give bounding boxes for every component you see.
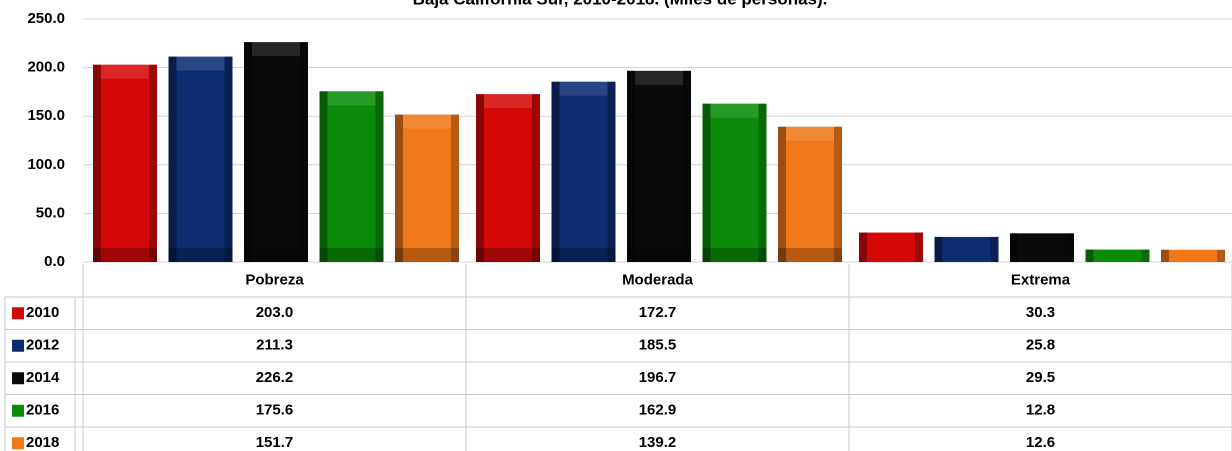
- legend-swatch: [12, 372, 24, 385]
- legend-swatch: [12, 437, 24, 450]
- bar-bevel: [627, 70, 691, 262]
- bar-bevel: [551, 81, 616, 262]
- bar-bevel: [778, 126, 842, 262]
- bar-top-bevel: [484, 94, 532, 109]
- y-tick-label: 100.0: [27, 156, 65, 173]
- table-value: 226.2: [256, 369, 294, 386]
- bar-foot-bevel: [93, 248, 157, 262]
- bar-bevel: [244, 42, 308, 262]
- table-value: 29.5: [1026, 369, 1055, 386]
- bar-bevel: [319, 91, 384, 262]
- table-value: 12.6: [1026, 434, 1055, 451]
- legend-label: 2012: [26, 337, 59, 354]
- x-tick-label: Pobreza: [245, 271, 304, 288]
- bar-bevel: [1010, 233, 1074, 262]
- bar-foot-bevel: [778, 248, 842, 262]
- table-value: 211.3: [256, 337, 293, 354]
- bar-top-bevel: [635, 70, 683, 85]
- y-tick-label: 50.0: [36, 204, 65, 221]
- table-value: 139.2: [639, 434, 677, 451]
- bar-foot-bevel: [476, 248, 540, 262]
- bar-top-bevel: [786, 126, 834, 141]
- y-tick-label: 250.0: [27, 10, 65, 27]
- bar-bevel: [859, 232, 923, 262]
- bar-bevel: [476, 94, 540, 263]
- table-value: 25.8: [1026, 337, 1055, 354]
- legend-label: 2010: [26, 304, 59, 321]
- bar-top-bevel: [101, 64, 149, 79]
- bar-top-bevel: [710, 103, 759, 118]
- y-tick-label: 150.0: [27, 107, 65, 124]
- bar-top-bevel: [252, 42, 300, 57]
- x-tick-label: Moderada: [622, 271, 694, 288]
- table-value: 12.8: [1026, 402, 1055, 419]
- bar-foot-bevel: [702, 248, 767, 262]
- legend-label: 2018: [26, 434, 59, 451]
- y-tick-label: 0.0: [44, 253, 65, 270]
- bar-foot-bevel: [244, 248, 308, 262]
- table-value: 30.3: [1026, 304, 1055, 321]
- bar-foot-bevel: [551, 248, 616, 262]
- bar-bevel: [702, 103, 767, 263]
- bar-top-bevel: [176, 56, 225, 71]
- chart-title: Baja California Sur, 2010-2018. (Miles d…: [413, 0, 828, 8]
- x-tick-label: Extrema: [1011, 271, 1071, 288]
- table-value: 175.6: [256, 402, 294, 419]
- table-value: 196.7: [639, 369, 677, 386]
- legend-swatch: [12, 404, 24, 417]
- y-tick-label: 200.0: [27, 59, 65, 76]
- bar-top-bevel: [559, 81, 608, 96]
- bar-bevel: [395, 114, 459, 262]
- bar-foot-bevel: [627, 248, 691, 262]
- legend-label: 2016: [26, 402, 59, 419]
- bar-top-bevel: [327, 91, 376, 106]
- bar-foot-bevel: [168, 248, 233, 262]
- table-value: 162.9: [639, 402, 677, 419]
- table-value: 185.5: [639, 337, 677, 354]
- bar-top-bevel: [403, 114, 451, 129]
- bar-foot-bevel: [395, 248, 459, 262]
- bar-foot-bevel: [319, 248, 384, 262]
- legend-label: 2014: [26, 369, 60, 386]
- bar-bevel: [93, 64, 157, 263]
- bar-bevel: [1085, 249, 1150, 262]
- table-value: 172.7: [639, 304, 677, 321]
- bar-bevel: [934, 236, 999, 262]
- legend-swatch: [12, 339, 24, 352]
- legend-swatch: [12, 307, 24, 320]
- bar-bevel: [168, 56, 233, 263]
- bar-bevel: [1161, 249, 1225, 262]
- table-value: 203.0: [256, 304, 294, 321]
- table-value: 151.7: [256, 434, 294, 451]
